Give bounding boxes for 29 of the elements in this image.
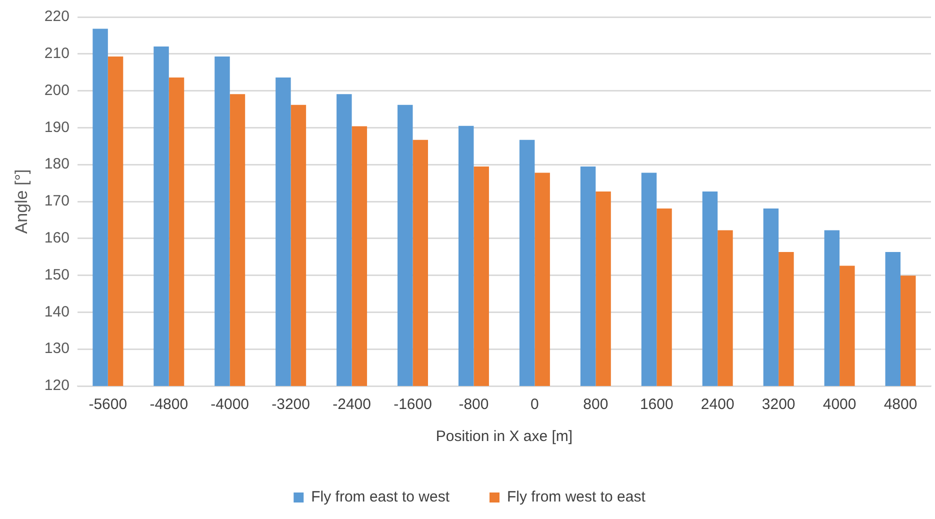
x-tick-label: 3200 <box>762 396 796 414</box>
y-tick-label: 180 <box>44 156 70 173</box>
x-tick-label: 1600 <box>640 396 674 414</box>
x-tick-label: -800 <box>458 396 489 414</box>
y-tick-label: 130 <box>44 340 70 358</box>
x-tick-label: 800 <box>583 396 608 414</box>
x-tick-label: 2400 <box>700 396 734 414</box>
y-tick-label: 190 <box>44 118 70 136</box>
x-axis-title: Position in X axe [m] <box>436 428 573 446</box>
x-tick-label: -1600 <box>394 396 432 414</box>
x-tick-label: -4800 <box>150 396 188 414</box>
x-tick-label: -3200 <box>272 396 310 414</box>
y-tick-label: 200 <box>44 82 70 99</box>
y-tick-label: 220 <box>44 8 70 26</box>
x-tick-label: -4000 <box>210 396 250 414</box>
y-tick-label: 150 <box>44 266 70 284</box>
y-axis-title: Angle [°] <box>12 169 31 234</box>
y-tick-label: 140 <box>44 303 70 320</box>
legend-label: Fly from east to west <box>311 488 450 506</box>
x-tick-label: -5600 <box>88 396 128 414</box>
x-tick-label: 0 <box>530 396 539 414</box>
y-tick-label: 210 <box>44 45 70 62</box>
legend-label: Fly from west to east <box>507 488 646 506</box>
y-tick-label: 170 <box>44 192 70 210</box>
x-tick-label: 4000 <box>822 396 856 414</box>
x-tick-label: 4800 <box>884 396 918 414</box>
x-tick-label: -2400 <box>332 396 371 414</box>
y-tick-label: 120 <box>44 377 70 394</box>
y-tick-label: 160 <box>44 230 70 247</box>
